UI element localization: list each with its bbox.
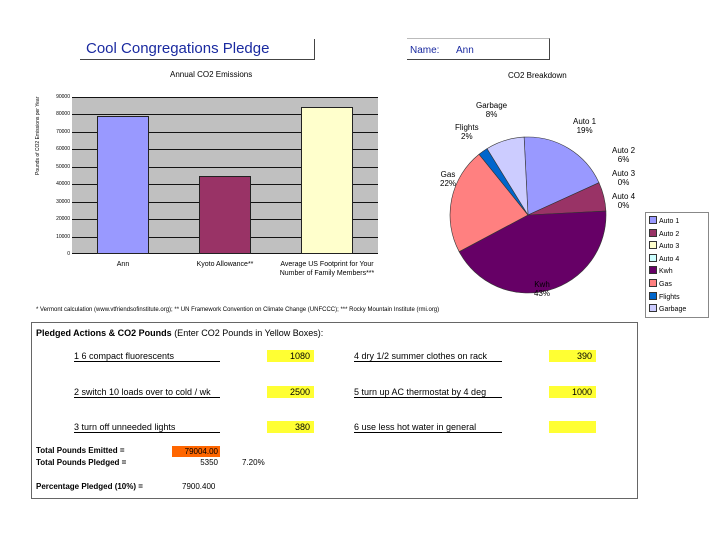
legend-item: Garbage — [649, 304, 686, 313]
pie-label: Garbage 8% — [476, 101, 508, 119]
action-2-value-input[interactable]: 2500 — [267, 386, 314, 398]
name-label: Name: — [410, 45, 440, 56]
gridline — [72, 114, 378, 116]
y-tick-label: 30000 — [56, 198, 70, 205]
legend-swatch — [649, 253, 657, 262]
x-tick-label: Average US Footprint for Your Number of … — [279, 261, 375, 277]
legend-swatch — [649, 266, 657, 275]
action-2-label: 2 switch 10 loads over to cold / wk — [74, 387, 220, 398]
pledge-header: Pledged Actions & CO2 Pounds (Enter CO2 … — [36, 328, 323, 338]
pledge-header-rest: (Enter CO2 Pounds in Yellow Boxes): — [171, 328, 324, 338]
action-1-value-input[interactable]: 1080 — [267, 350, 314, 362]
pie-label: Auto 2 6% — [612, 146, 636, 164]
page-title: Cool Congregations Pledge — [86, 40, 270, 57]
action-4-value-input[interactable]: 390 — [549, 350, 596, 362]
pledge-header-bold: Pledged Actions & CO2 Pounds — [36, 328, 172, 338]
action-4-label: 4 dry 1/2 summer clothes on rack — [354, 351, 502, 362]
bar-chart-plot — [72, 97, 378, 254]
pie-label: Auto 4 0% — [612, 192, 636, 210]
pie-label: Auto 1 19% — [573, 117, 597, 135]
pie-slice-garbage — [486, 136, 529, 216]
legend-swatch — [649, 228, 657, 237]
pledge-panel — [31, 322, 638, 499]
legend-item: Auto 1 — [649, 216, 679, 225]
y-tick-label: 90000 — [56, 94, 70, 100]
total-emitted-label: Total Pounds Emitted = — [36, 446, 125, 455]
legend-label: Auto 4 — [659, 255, 680, 263]
title-box — [80, 39, 315, 60]
bar — [97, 116, 149, 254]
total-pledged-label: Total Pounds Pledged = — [36, 458, 127, 467]
bar — [301, 107, 353, 254]
x-tick-label: Kyoto Allowance** — [196, 261, 254, 268]
legend-label: Auto 3 — [659, 243, 680, 251]
legend-swatch — [649, 304, 657, 313]
legend-item: Auto 2 — [649, 228, 680, 238]
name-value[interactable]: Ann — [456, 45, 474, 56]
legend-label: Kwh — [659, 268, 673, 276]
legend-label: Gas — [659, 281, 672, 288]
pie-label: Gas 22% — [440, 170, 457, 188]
action-5-value-input[interactable]: 1000 — [549, 386, 596, 398]
pie-slice-auto-1 — [523, 136, 600, 216]
legend-label: Garbage — [659, 306, 687, 314]
legend-swatch — [649, 291, 657, 300]
gridline — [72, 166, 378, 168]
bar-chart-ylabel: Pounds of CO2 Emissions per Year — [35, 96, 41, 175]
pie-slice-kwh — [458, 210, 607, 294]
legend-label: Auto 1 — [659, 218, 680, 225]
action-6-value-input[interactable] — [549, 421, 596, 433]
percentage-pledged-label: Percentage Pledged (10%) = — [36, 482, 143, 491]
pie-slice-gas — [449, 153, 529, 253]
action-5-label: 5 turn up AC thermostat by 4 deg — [354, 387, 502, 398]
name-field-box[interactable] — [407, 38, 550, 60]
legend-item: Auto 3 — [649, 241, 679, 250]
legend-item: Kwh — [649, 266, 673, 275]
pie-label: Kwh 43% — [534, 280, 551, 298]
gridline — [72, 97, 378, 98]
pledged-percent: 7.20% — [242, 458, 265, 467]
bar — [199, 175, 251, 254]
legend-item: Flights — [649, 291, 680, 301]
y-tick-label: 40000 — [56, 181, 70, 188]
legend-label: Auto 2 — [659, 230, 680, 238]
legend-swatch — [649, 216, 657, 224]
legend-label: Flights — [659, 293, 680, 301]
pie-legend: Auto 1 Auto 2 Auto 3 Auto 4 Kwh Gas Flights Gar… — [645, 212, 709, 318]
pie-label: Flights 2% — [455, 123, 479, 141]
total-pledged-value: 5350 — [200, 458, 218, 467]
y-tick-label: 70000 — [56, 128, 70, 135]
footnote: * Vermont calculation (www.vtfriendsofin… — [36, 307, 440, 313]
y-tick-label: 80000 — [56, 111, 70, 118]
legend-swatch — [649, 241, 657, 250]
pie-chart — [449, 136, 607, 294]
percentage-pledged-value: 7900.400 — [182, 482, 216, 491]
bar-chart-title: Annual CO2 Emissions — [170, 70, 253, 79]
y-tick-label: 50000 — [56, 163, 70, 170]
y-tick-label: 60000 — [56, 146, 70, 153]
action-6-label: 6 use less hot water in general — [354, 422, 502, 433]
y-tick-label: 20000 — [56, 216, 70, 223]
legend-item: Auto 4 — [649, 253, 680, 263]
gridline — [72, 131, 378, 133]
action-3-value-input[interactable]: 380 — [267, 421, 314, 433]
legend-swatch — [649, 279, 657, 287]
y-tick-label: 10000 — [56, 233, 70, 240]
legend-item: Gas — [649, 279, 672, 288]
action-3-label: 3 turn off unneeded lights — [74, 422, 220, 433]
gridline — [72, 149, 378, 151]
total-emitted-value: 79004.00 — [172, 446, 220, 457]
x-tick-label: Ann — [116, 261, 130, 268]
pie-chart-title: CO2 Breakdown — [508, 71, 567, 80]
pie-label: Auto 3 0% — [612, 169, 636, 187]
y-tick-label: 0 — [67, 251, 70, 257]
action-1-label: 1 6 compact fluorescents — [74, 351, 220, 362]
